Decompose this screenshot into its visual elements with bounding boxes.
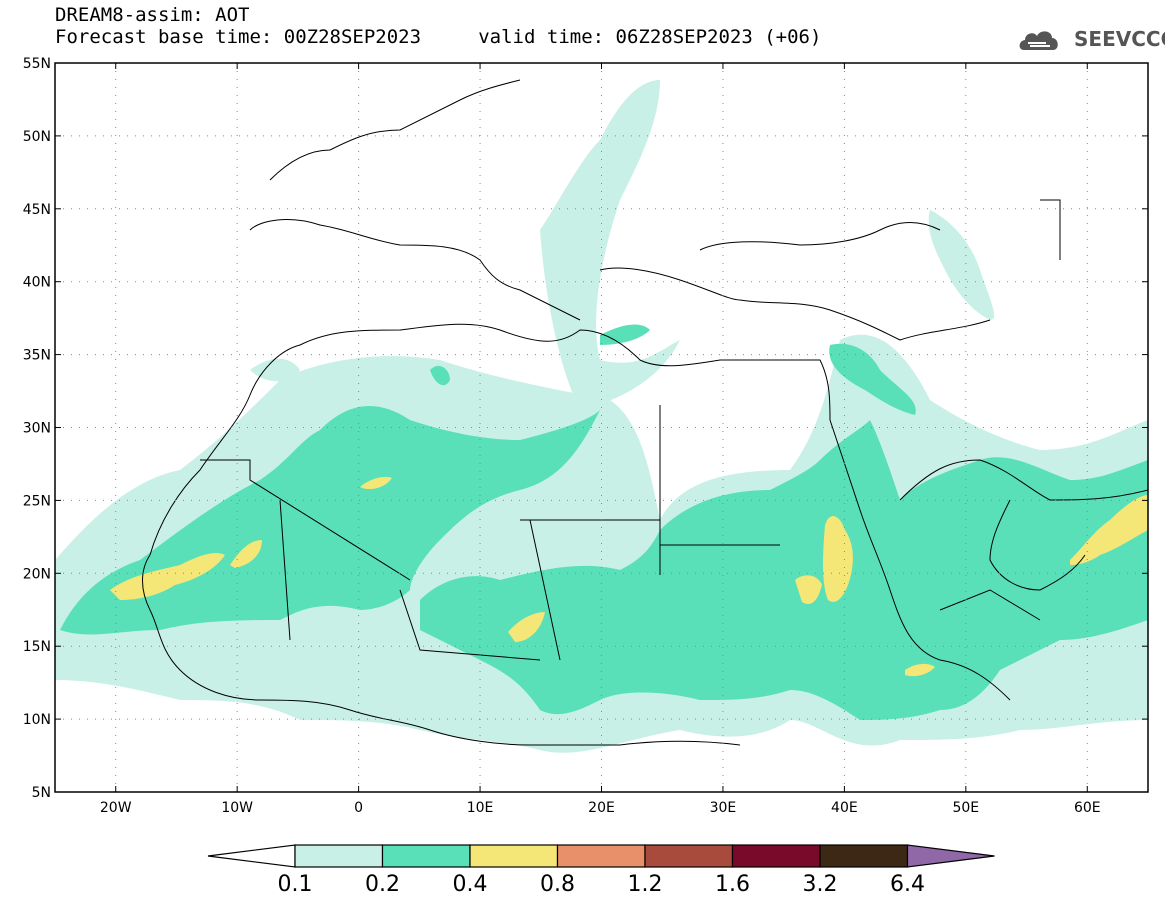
y-tick-label: 30N (23, 421, 51, 437)
colorbar-level-label: 3.2 (803, 872, 838, 897)
latitude-axis: 55N 50N 45N 40N 35N 30N 25N 20N 15N 10N 5N (23, 56, 1148, 801)
x-tick-label: 20E (588, 800, 615, 816)
y-tick-label: 35N (23, 348, 51, 364)
chart-title: DREAM8-assim: AOT (55, 4, 250, 26)
colorbar-level-label: 1.2 (628, 872, 663, 897)
colorbar-level-label: 0.2 (365, 872, 400, 897)
x-tick-label: 50E (952, 800, 979, 816)
colorbar-segment (469, 844, 559, 868)
colorbar-level-label: 0.1 (278, 872, 313, 897)
y-tick-label: 40N (23, 275, 51, 291)
longitude-axis: 20W 10W 0 10E 20E 30E 40E 50E 60E (100, 63, 1101, 816)
y-tick-label: 25N (23, 493, 51, 509)
colorbar-low-arrow (207, 844, 296, 868)
aot-band-0.4-0.8 (110, 476, 1148, 677)
colorbar-segment (381, 844, 471, 868)
x-tick-label: 20W (100, 800, 132, 816)
x-tick-label: 10W (221, 800, 253, 816)
colorbar-level-label: 6.4 (890, 872, 925, 897)
x-tick-label: 60E (1074, 800, 1101, 816)
logo-text: SEEVCCC (1074, 27, 1165, 51)
x-tick-label: 0 (354, 800, 363, 816)
x-tick-label: 40E (831, 800, 858, 816)
x-tick-label: 30E (710, 800, 737, 816)
colorbar-segment (731, 844, 821, 868)
y-tick-label: 20N (23, 566, 51, 582)
y-tick-label: 55N (23, 56, 51, 72)
colorbar-level-label: 0.4 (453, 872, 488, 897)
colorbar-level-label: 0.8 (540, 872, 575, 897)
coastlines (142, 79, 1148, 746)
y-tick-label: 50N (23, 129, 51, 145)
colorbar-segment (644, 844, 734, 868)
y-tick-label: 45N (23, 202, 51, 218)
y-tick-label: 10N (23, 712, 51, 728)
y-tick-label: 15N (23, 639, 51, 655)
colorbar-legend: 0.1 0.2 0.4 0.8 1.2 1.6 3.2 6.4 (207, 844, 995, 897)
colorbar-segment (819, 844, 909, 868)
forecast-time-subtitle: Forecast base time: 00Z28SEP2023 valid t… (55, 26, 822, 48)
colorbar-high-arrow (906, 844, 995, 868)
colorbar-segment (556, 844, 646, 868)
cloud-icon (1019, 31, 1058, 50)
colorbar-level-label: 1.6 (715, 872, 750, 897)
colorbar-segment (294, 844, 384, 868)
x-tick-label: 10E (467, 800, 494, 816)
y-tick-label: 5N (32, 785, 51, 801)
